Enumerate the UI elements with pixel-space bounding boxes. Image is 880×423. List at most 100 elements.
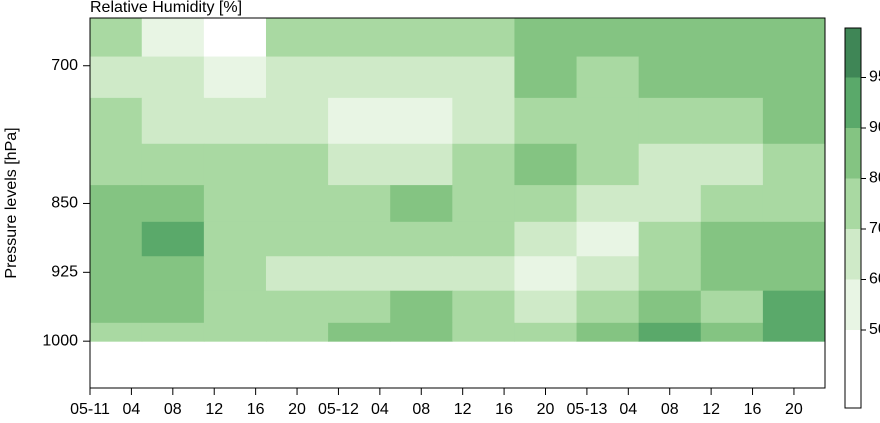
rh-cell bbox=[90, 143, 143, 186]
rh-cell bbox=[514, 322, 578, 342]
rh-cell bbox=[452, 18, 515, 58]
rh-cell bbox=[762, 185, 826, 223]
rh-cell bbox=[762, 18, 826, 58]
chart-title: Relative Humidity [%] bbox=[90, 0, 242, 16]
rh-cell bbox=[203, 221, 267, 257]
rh-cell bbox=[265, 221, 329, 257]
rh-cell bbox=[265, 256, 329, 292]
rh-cell bbox=[762, 322, 826, 342]
y-tick-label: 925 bbox=[51, 264, 78, 281]
rh-cell bbox=[638, 322, 702, 342]
colorbar-segment bbox=[845, 279, 861, 330]
x-tick-label: 04 bbox=[371, 401, 389, 418]
colorbar-segment bbox=[845, 128, 861, 179]
rh-cell bbox=[514, 256, 578, 292]
rh-cell bbox=[390, 56, 453, 99]
rh-cell bbox=[390, 18, 453, 58]
rh-cell bbox=[638, 18, 702, 58]
rh-cell bbox=[514, 18, 578, 58]
rh-cell bbox=[90, 256, 143, 292]
rh-cell bbox=[452, 290, 515, 324]
rh-cell bbox=[514, 56, 578, 99]
rh-cell bbox=[700, 185, 764, 223]
x-tick-label: 12 bbox=[702, 401, 720, 418]
rh-cell bbox=[700, 290, 764, 324]
rh-cell bbox=[700, 322, 764, 342]
rh-cell bbox=[390, 221, 453, 257]
rh-cell bbox=[762, 97, 826, 145]
rh-cell bbox=[452, 256, 515, 292]
colorbar-segment bbox=[845, 229, 861, 280]
rh-cell bbox=[700, 256, 764, 292]
colorbar-label: 90 bbox=[869, 119, 880, 136]
rh-cell bbox=[203, 256, 267, 292]
colorbar-segment bbox=[845, 178, 861, 229]
rh-cell bbox=[141, 97, 205, 145]
rh-cell bbox=[328, 56, 391, 99]
rh-cell bbox=[203, 18, 267, 58]
rh-cell bbox=[762, 56, 826, 99]
y-axis-label: Pressure levels [hPa] bbox=[3, 127, 20, 278]
x-tick-label: 16 bbox=[744, 401, 762, 418]
rh-cell bbox=[265, 97, 329, 145]
rh-cell bbox=[452, 185, 515, 223]
rh-cell bbox=[638, 97, 702, 145]
y-tick-label: 850 bbox=[51, 195, 78, 212]
x-tick-label: 08 bbox=[412, 401, 430, 418]
x-tick-label: 08 bbox=[164, 401, 182, 418]
rh-cell bbox=[328, 221, 391, 257]
x-tick-label: 08 bbox=[661, 401, 679, 418]
rh-cell bbox=[90, 56, 143, 99]
rh-cell bbox=[203, 143, 267, 186]
colorbar-label: 50 bbox=[869, 321, 880, 338]
rh-cell bbox=[576, 97, 640, 145]
x-tick-label: 05-13 bbox=[566, 401, 607, 418]
rh-cell bbox=[265, 143, 329, 186]
colorbar-label: 70 bbox=[869, 220, 880, 237]
rh-cell bbox=[390, 143, 453, 186]
x-tick-label: 04 bbox=[123, 401, 141, 418]
rh-cell bbox=[265, 18, 329, 58]
x-tick-label: 05-12 bbox=[318, 401, 359, 418]
rh-cell bbox=[576, 322, 640, 342]
rh-cell bbox=[638, 256, 702, 292]
rh-cell bbox=[700, 56, 764, 99]
rh-cell bbox=[700, 143, 764, 186]
x-tick-label: 20 bbox=[785, 401, 803, 418]
x-tick-label: 20 bbox=[537, 401, 555, 418]
rh-cell bbox=[328, 143, 391, 186]
rh-cell bbox=[203, 322, 267, 342]
rh-cell bbox=[638, 56, 702, 99]
rh-cell bbox=[700, 221, 764, 257]
rh-cell bbox=[514, 221, 578, 257]
rh-cell bbox=[638, 290, 702, 324]
rh-cell bbox=[762, 290, 826, 324]
rh-cell bbox=[576, 185, 640, 223]
colorbar-label: 60 bbox=[869, 271, 880, 288]
rh-cell bbox=[203, 290, 267, 324]
rh-cell bbox=[452, 56, 515, 99]
rh-cell bbox=[576, 18, 640, 58]
rh-cell bbox=[514, 97, 578, 145]
rh-cell bbox=[390, 256, 453, 292]
rh-cell bbox=[90, 322, 143, 342]
x-tick-label: 12 bbox=[205, 401, 223, 418]
rh-cell bbox=[328, 185, 391, 223]
rh-cell bbox=[203, 97, 267, 145]
rh-cell bbox=[328, 322, 391, 342]
rh-cell bbox=[328, 290, 391, 324]
rh-cell bbox=[514, 143, 578, 186]
y-tick-label: 700 bbox=[51, 57, 78, 74]
colorbar-label: 80 bbox=[869, 170, 880, 187]
rh-cell bbox=[90, 290, 143, 324]
rh-cell bbox=[203, 56, 267, 99]
rh-cell bbox=[141, 56, 205, 99]
colorbar-frame bbox=[844, 27, 862, 409]
rh-cell bbox=[452, 97, 515, 145]
rh-cell bbox=[141, 18, 205, 58]
rh-cell bbox=[203, 185, 267, 223]
rh-cell bbox=[141, 256, 205, 292]
rh-cell bbox=[265, 290, 329, 324]
